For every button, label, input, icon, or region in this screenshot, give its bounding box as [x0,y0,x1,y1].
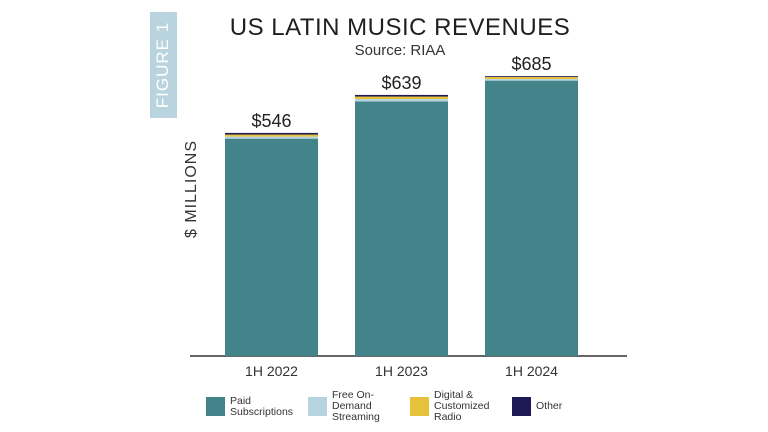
total-label-0: $546 [251,111,291,131]
bar-segment-2-1 [355,96,448,100]
legend-swatch-1 [308,397,327,416]
legend-item-3: Other [512,397,576,416]
legend-swatch-0 [206,397,225,416]
legend-item-0: Paid Subscriptions [206,394,300,418]
legend-label-2: Digital & Customized Radio [434,389,490,423]
bar-segment-1-0 [225,136,318,139]
legend-label-3: Other [536,400,563,412]
category-label-1: 1H 2023 [375,363,428,379]
total-label-1: $639 [381,73,421,93]
bar-segment-0-0 [225,138,318,356]
bar-segment-0-2 [485,80,578,356]
category-label-2: 1H 2024 [505,363,558,379]
legend-label-0: Paid Subscriptions [230,394,294,418]
figure-badge: FIGURE 1 [150,12,177,118]
legend-swatch-3 [512,397,531,416]
legend-item-2: Digital & Customized Radio [410,390,504,423]
chart-title: US LATIN MUSIC REVENUES [229,14,571,41]
bar-segment-1-2 [485,78,578,81]
bar-segment-2-0 [225,134,318,137]
bar-segment-1-1 [355,99,448,102]
bar-segment-2-2 [485,76,578,79]
legend: Paid Subscriptions Free On-Demand Streami… [206,390,584,423]
bar-segment-3-0 [225,132,318,135]
bar-segment-3-2 [485,76,578,77]
bar-segment-3-1 [355,94,448,97]
chart-subtitle: Source: RIAA [354,42,446,59]
legend-swatch-2 [410,397,429,416]
bar-segment-0-1 [355,101,448,357]
total-label-2: $685 [511,54,551,74]
category-label-0: 1H 2022 [245,363,298,379]
legend-item-1: Free On-Demand Streaming [308,390,402,423]
legend-label-1: Free On-Demand Streaming [332,389,380,423]
